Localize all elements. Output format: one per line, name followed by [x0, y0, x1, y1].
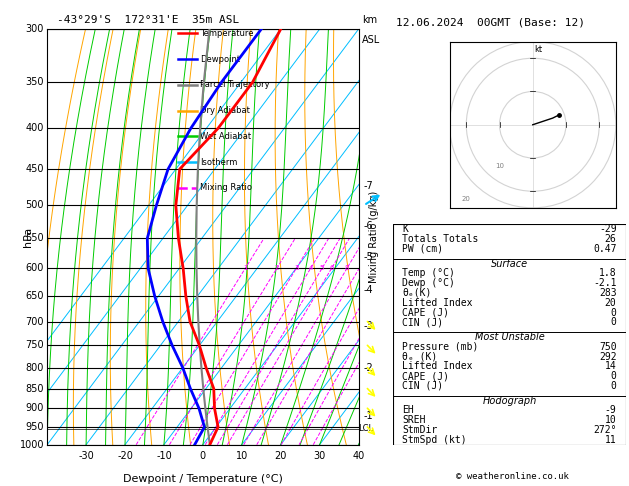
Text: Pressure (mb): Pressure (mb)	[403, 342, 479, 352]
Text: 283: 283	[599, 288, 616, 298]
Text: 30: 30	[313, 451, 326, 461]
Text: 950: 950	[26, 422, 44, 432]
Text: 10: 10	[236, 451, 248, 461]
Text: 20: 20	[274, 451, 287, 461]
Text: 14: 14	[605, 362, 616, 371]
Text: 6: 6	[329, 265, 334, 271]
Text: CIN (J): CIN (J)	[403, 381, 443, 391]
Text: 4: 4	[308, 265, 313, 271]
Text: ASL: ASL	[362, 35, 381, 45]
Text: 500: 500	[26, 200, 44, 210]
Text: CAPE (J): CAPE (J)	[403, 371, 450, 381]
Text: PW (cm): PW (cm)	[403, 244, 443, 254]
Text: 3: 3	[294, 265, 299, 271]
Text: -2.1: -2.1	[593, 278, 616, 288]
Text: -7: -7	[364, 181, 374, 191]
Text: 12.06.2024  00GMT (Base: 12): 12.06.2024 00GMT (Base: 12)	[396, 17, 585, 27]
Text: 0: 0	[200, 451, 206, 461]
Text: Mixing Ratio: Mixing Ratio	[200, 183, 252, 192]
Text: 20: 20	[462, 196, 470, 202]
Text: Hodograph: Hodograph	[482, 396, 537, 406]
Text: Isotherm: Isotherm	[200, 157, 237, 167]
Text: Surface: Surface	[491, 259, 528, 269]
Text: 0: 0	[611, 381, 616, 391]
Text: -4: -4	[364, 285, 374, 295]
Text: 2: 2	[275, 265, 279, 271]
Text: Totals Totals: Totals Totals	[403, 234, 479, 244]
Text: -9: -9	[605, 405, 616, 416]
Text: -20: -20	[117, 451, 133, 461]
Text: 900: 900	[26, 403, 44, 413]
Text: Most Unstable: Most Unstable	[475, 332, 544, 342]
Text: -30: -30	[78, 451, 94, 461]
Text: 700: 700	[26, 316, 44, 327]
Text: Lifted Index: Lifted Index	[403, 298, 473, 308]
Text: 0: 0	[611, 317, 616, 328]
Text: Wet Adiabat: Wet Adiabat	[200, 132, 251, 141]
Text: 1000: 1000	[19, 440, 44, 450]
Text: 40: 40	[352, 451, 365, 461]
Text: StmDir: StmDir	[403, 425, 438, 435]
Text: 10: 10	[495, 163, 504, 169]
Text: © weatheronline.co.uk: © weatheronline.co.uk	[456, 472, 569, 481]
Text: -2: -2	[364, 363, 374, 373]
Text: 0: 0	[611, 308, 616, 317]
Text: Parcel Trajectory: Parcel Trajectory	[200, 80, 269, 89]
Text: StmSpd (kt): StmSpd (kt)	[403, 435, 467, 445]
Text: Dewpoint: Dewpoint	[200, 54, 240, 64]
Text: 750: 750	[599, 342, 616, 352]
Text: SREH: SREH	[403, 415, 426, 425]
Text: hPa: hPa	[23, 227, 33, 247]
Text: 850: 850	[26, 383, 44, 394]
Text: 8: 8	[345, 265, 349, 271]
Text: Lifted Index: Lifted Index	[403, 362, 473, 371]
Text: km: km	[362, 15, 377, 25]
Text: 26: 26	[605, 234, 616, 244]
Text: -29: -29	[599, 225, 616, 234]
Text: 800: 800	[26, 363, 44, 373]
Text: -43°29'S  172°31'E  35m ASL: -43°29'S 172°31'E 35m ASL	[57, 15, 239, 25]
Text: 0.47: 0.47	[593, 244, 616, 254]
Text: CAPE (J): CAPE (J)	[403, 308, 450, 317]
Text: 5: 5	[320, 265, 324, 271]
Text: -5: -5	[364, 252, 374, 261]
Text: 400: 400	[26, 123, 44, 134]
Text: Temperature: Temperature	[200, 29, 253, 38]
Text: 450: 450	[26, 164, 44, 174]
Text: Mixing Ratio (g/kg): Mixing Ratio (g/kg)	[369, 191, 379, 283]
Text: 750: 750	[25, 340, 44, 350]
Text: 550: 550	[25, 233, 44, 243]
Text: Dry Adiabat: Dry Adiabat	[200, 106, 250, 115]
Text: 350: 350	[26, 77, 44, 87]
Text: kt: kt	[535, 45, 543, 54]
Text: Dewp (°C): Dewp (°C)	[403, 278, 455, 288]
Text: -3: -3	[364, 321, 374, 331]
Text: θₑ (K): θₑ (K)	[403, 351, 438, 362]
Text: 272°: 272°	[593, 425, 616, 435]
Text: 1.8: 1.8	[599, 268, 616, 278]
Text: 0: 0	[611, 371, 616, 381]
Text: 300: 300	[26, 24, 44, 34]
Text: CIN (J): CIN (J)	[403, 317, 443, 328]
Text: 650: 650	[26, 291, 44, 301]
Text: 11: 11	[605, 435, 616, 445]
Text: 1: 1	[243, 265, 247, 271]
Text: -6: -6	[364, 221, 374, 230]
Text: LCL: LCL	[359, 424, 374, 434]
Text: 292: 292	[599, 351, 616, 362]
Text: Dewpoint / Temperature (°C): Dewpoint / Temperature (°C)	[123, 474, 283, 484]
Text: θₑ(K): θₑ(K)	[403, 288, 432, 298]
Text: 20: 20	[605, 298, 616, 308]
Text: -1: -1	[364, 411, 374, 421]
Text: 10: 10	[605, 415, 616, 425]
Text: Temp (°C): Temp (°C)	[403, 268, 455, 278]
Text: 600: 600	[26, 263, 44, 274]
Text: K: K	[403, 225, 408, 234]
Text: -10: -10	[156, 451, 172, 461]
Text: EH: EH	[403, 405, 414, 416]
